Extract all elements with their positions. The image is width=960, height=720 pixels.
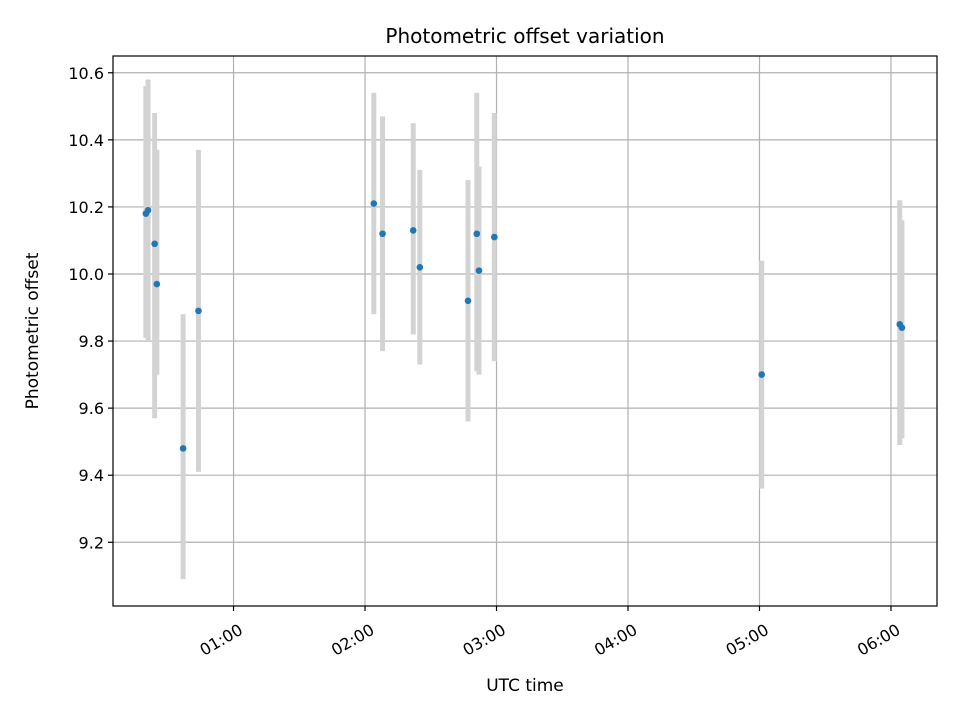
- data-point: [475, 267, 483, 274]
- data-point: [409, 227, 417, 234]
- data-point: [464, 297, 472, 305]
- y-tick-label: 9.6: [79, 399, 104, 418]
- data-points: [142, 200, 906, 452]
- data-point: [153, 280, 161, 288]
- plot-frame: [112, 55, 938, 607]
- data-point: [370, 200, 378, 207]
- data-point: [151, 240, 158, 248]
- chart-title: Photometric offset variation: [385, 24, 664, 48]
- data-point: [758, 371, 765, 378]
- y-tick-label: 9.4: [79, 466, 104, 485]
- data-point: [898, 324, 906, 331]
- x-axis-label: UTC time: [486, 676, 564, 696]
- data-point: [473, 230, 481, 238]
- data-point: [179, 445, 187, 452]
- data-point: [491, 233, 498, 241]
- data-point: [144, 206, 152, 214]
- y-tick-label: 10.2: [68, 198, 104, 217]
- data-point: [195, 307, 202, 315]
- y-tick-label: 10.4: [68, 131, 104, 150]
- y-tick-label: 10.6: [68, 64, 104, 83]
- y-axis: 9.2 9.4 9.6 9.8 10.0 10.2 10.4 10.6: [68, 64, 113, 552]
- data-point: [416, 263, 424, 271]
- y-tick-label: 9.2: [79, 533, 104, 552]
- y-tick-label: 9.8: [79, 332, 104, 351]
- y-tick-label: 10.0: [68, 265, 104, 284]
- data-point: [379, 230, 386, 238]
- y-axis-label: Photometric offset: [23, 252, 43, 409]
